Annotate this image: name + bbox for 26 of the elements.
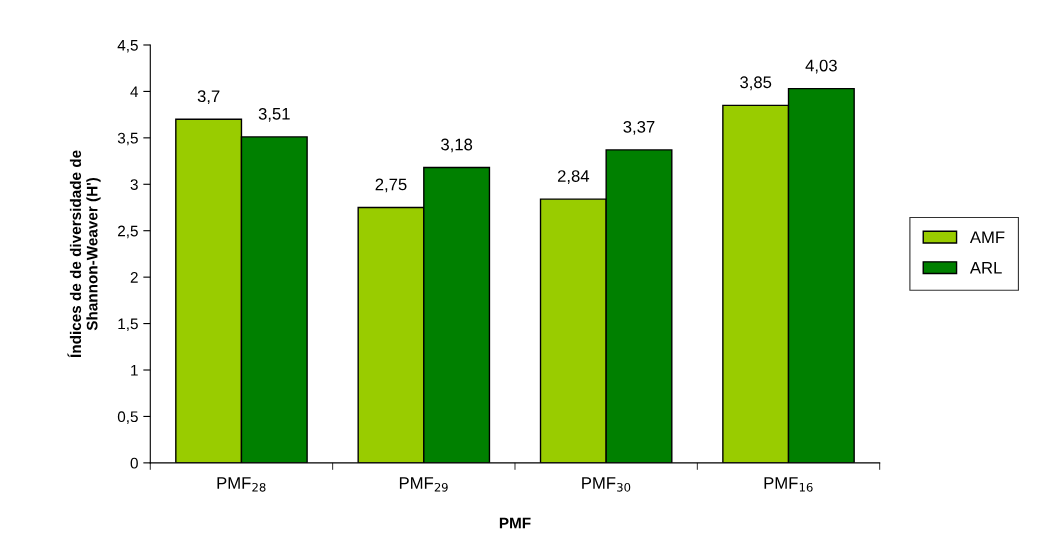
y-axis-title: Índices de de diversidade de Shannon-Weaver (H') <box>67 150 101 358</box>
data-label: 3,18 <box>441 138 473 153</box>
x-tick-label: PMF$_{30}$ <box>582 477 631 492</box>
data-label: 3,7 <box>197 90 220 105</box>
x-tick-label: PMF$_{28}$ <box>217 477 266 492</box>
y-tick-label: 1 <box>131 365 138 376</box>
legend-label: ARL <box>969 262 1002 274</box>
x-axis-title: PMF <box>499 517 531 529</box>
legend-label: AMF <box>969 231 1005 243</box>
y-tick-label: 0,5 <box>117 411 138 424</box>
y-tick-label: 1,5 <box>118 318 138 332</box>
y-tick-label: 3,5 <box>117 132 138 146</box>
y-tick-label: 3 <box>130 179 138 190</box>
x-tick-label: PMF$_{29}$ <box>399 477 448 492</box>
y-tick-label: 0 <box>130 457 138 469</box>
y-tick-label: 2,5 <box>118 225 138 239</box>
y-tick-label: 4,5 <box>117 40 138 53</box>
data-label: 2,84 <box>557 170 590 184</box>
y-tick-label: 2 <box>130 272 138 283</box>
data-label: 3,51 <box>258 107 290 122</box>
data-label: 4,03 <box>805 59 837 74</box>
data-label: 2,75 <box>375 178 407 193</box>
data-label: 3,37 <box>623 120 655 135</box>
x-tick-label: PMF$_{16}$ <box>764 477 813 492</box>
y-tick-label: 4 <box>130 86 139 97</box>
data-label: 3,85 <box>740 76 772 91</box>
